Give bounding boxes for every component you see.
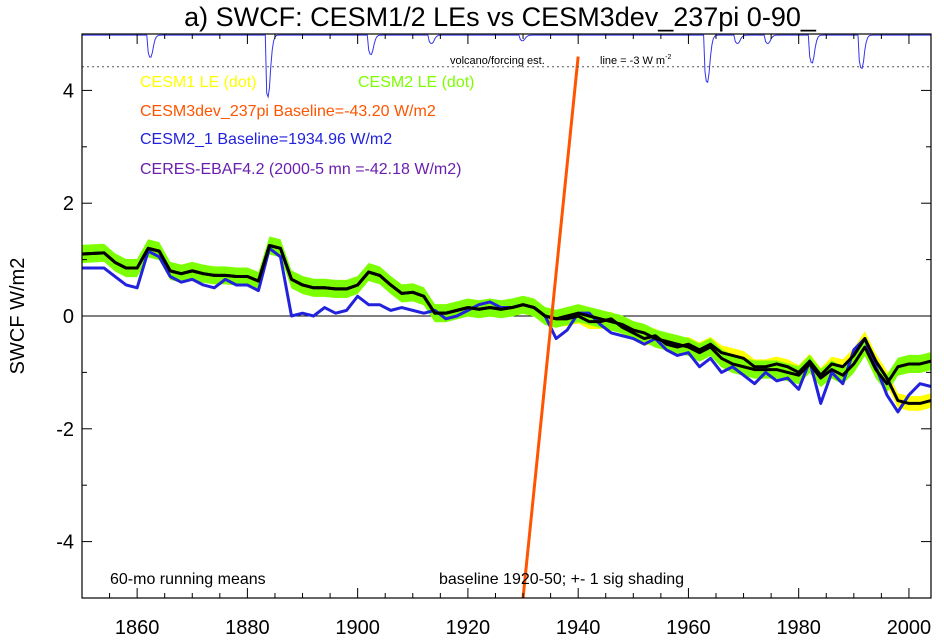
chart-title: a) SWCF: CESM1/2 LEs vs CESM3dev_237pi 0…	[184, 2, 817, 32]
legend-cesm2-1: CESM2_1 Baseline=1934.96 W/m2	[140, 131, 392, 148]
volcano-line-label: line = -3 W m-2	[600, 54, 671, 67]
y-tick-label-0: 0	[63, 306, 74, 328]
y-axis-label: SWCF W/m2	[7, 258, 29, 375]
x-tick-label-1980: 1980	[776, 617, 821, 639]
y-tick-label-2: 2	[63, 193, 74, 215]
volcano-forcing-line	[82, 34, 931, 99]
x-tick-label-1880: 1880	[225, 617, 270, 639]
x-tick-label-1940: 1940	[556, 617, 601, 639]
axis-ticks-layer: 1860 1880 1900 1920 1940 1960 1980 2000 4 2 0 -2 -4	[56, 33, 932, 639]
legend-ceres: CERES-EBAF4.2 (2000-5 mn =-42.18 W/m2)	[140, 161, 461, 178]
volcano-label: volcano/forcing est.	[450, 55, 545, 67]
volcano-line-text: line = -3 W m	[600, 55, 665, 67]
x-tick-label-1860: 1860	[115, 617, 160, 639]
legend-cesm2: CESM2 LE (dot)	[358, 74, 474, 91]
series-cesm3dev-line	[521, 56, 580, 599]
x-tick-label-1960: 1960	[666, 617, 711, 639]
volcano-forcing-layer	[82, 34, 931, 99]
x-tick-label-1920: 1920	[446, 617, 491, 639]
volcano-line-superscript: -2	[665, 54, 671, 61]
legend-cesm1: CESM1 LE (dot)	[140, 74, 256, 91]
legend-cesm3dev: CESM3dev_237pi Baseline=-43.20 W/m2	[140, 103, 436, 120]
x-tick-label-1900: 1900	[335, 617, 380, 639]
baseline-note: baseline 1920-50; +- 1 sig shading	[439, 571, 684, 588]
running-mean-note: 60-mo running means	[110, 571, 266, 588]
series-cesm2-mean-thin-line	[81, 244, 932, 385]
y-tick-label-4: 4	[63, 80, 74, 102]
x-tick-label-2000: 2000	[887, 617, 932, 639]
series-line-layer	[81, 56, 932, 599]
y-tick-label--2: -2	[56, 419, 74, 441]
y-tick-label--4: -4	[56, 532, 74, 554]
